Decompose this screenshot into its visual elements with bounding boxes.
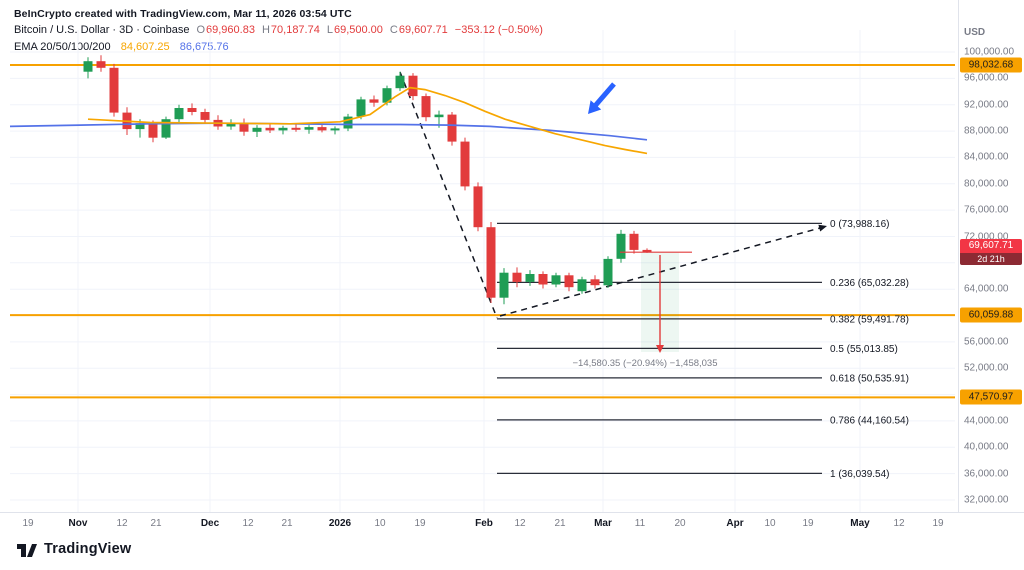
price-level-badge: 98,032.68	[960, 57, 1022, 73]
svg-text:−14,580.35 (−20.94%) −1,458,03: −14,580.35 (−20.94%) −1,458,035	[573, 358, 718, 369]
price-tick: 80,000.00	[964, 178, 1009, 190]
time-tick: 10	[374, 518, 386, 529]
time-tick: 12	[514, 518, 526, 529]
ema-slow-value: 86,675.76	[179, 41, 229, 53]
svg-text:0.5 (55,013.85): 0.5 (55,013.85)	[830, 344, 898, 355]
measure-annotation: −14,580.35 (−20.94%) −1,458,035	[573, 358, 718, 369]
ohlc-key: C	[389, 24, 398, 36]
price-tick: 92,000.00	[964, 99, 1009, 111]
price-tick: 56,000.00	[964, 336, 1009, 348]
time-tick: 19	[22, 518, 34, 529]
svg-text:0.618 (50,535.91): 0.618 (50,535.91)	[830, 373, 909, 384]
blue-arrow-drawing[interactable]	[588, 82, 616, 114]
time-tick: 21	[554, 518, 566, 529]
price-tick: 84,000.00	[964, 151, 1009, 163]
price-tick: 64,000.00	[964, 283, 1009, 295]
price-tick: 40,000.00	[964, 441, 1009, 453]
price-tick: 96,000.00	[964, 72, 1009, 84]
time-tick: 11	[634, 518, 646, 529]
ohlc-key: L	[326, 24, 333, 36]
symbol-title[interactable]: Bitcoin / U.S. Dollar · 3D · Coinbase	[14, 24, 190, 36]
price-tick: 44,000.00	[964, 415, 1009, 427]
time-axis[interactable]: 19 Nov 12 21 Dec 12 21 2026 10 19 Feb 12 21 Mar 11 20 Ap…	[0, 512, 1024, 541]
price-tick: 100,000.00	[964, 46, 1015, 58]
time-tick: Dec	[200, 518, 220, 529]
time-tick: Nov	[68, 518, 88, 529]
current-price-badge: 69,607.71 2d 21h	[960, 239, 1022, 266]
price-tick: 76,000.00	[964, 204, 1009, 216]
legend: Bitcoin / U.S. Dollar · 3D · Coinbase O69…	[14, 24, 543, 56]
ohlc-key: H	[261, 24, 270, 36]
credit-text: BeInCrypto created with TradingView.com,…	[14, 8, 352, 20]
bar-countdown: 2d 21h	[960, 253, 1022, 266]
ohlc-value: 69,607.71	[398, 24, 448, 36]
time-tick: 12	[242, 518, 254, 529]
price-tick: 36,000.00	[964, 468, 1009, 480]
price-level-badge: 60,059.88	[960, 307, 1022, 323]
horizontal-ray-lines[interactable]	[10, 64, 955, 399]
time-tick: 19	[932, 518, 944, 529]
time-tick: 12	[893, 518, 905, 529]
svg-text:0.236 (65,032.28): 0.236 (65,032.28)	[830, 278, 909, 289]
time-tick: May	[850, 518, 870, 529]
trendlines[interactable]	[399, 71, 827, 319]
svg-text:0 (73,988.16): 0 (73,988.16)	[830, 219, 890, 230]
time-tick: Apr	[726, 518, 744, 529]
ohlc-value: 69,960.83	[206, 24, 255, 36]
price-tick: 88,000.00	[964, 125, 1009, 137]
ohlc-value: 70,187.74	[270, 24, 320, 36]
svg-text:0.382 (59,491.78): 0.382 (59,491.78)	[830, 314, 909, 325]
time-tick: 19	[414, 518, 426, 529]
time-tick: Mar	[594, 518, 612, 529]
currency-label: USD	[964, 27, 986, 38]
svg-text:1 (36,039.54): 1 (36,039.54)	[830, 469, 890, 480]
time-tick: 21	[150, 518, 162, 529]
ohlc-values: O69,960.83 H70,187.74 L69,500.00 C69,607.71…	[189, 24, 542, 36]
tradingview-logo-icon	[16, 540, 38, 558]
time-tick: 12	[116, 518, 128, 529]
price-level-badge: 47,570.97	[960, 389, 1022, 405]
tradingview-logo[interactable]: TradingView	[16, 540, 131, 558]
time-tick: 10	[764, 518, 776, 529]
price-tick: 32,000.00	[964, 494, 1009, 506]
ema-lines	[9, 86, 648, 155]
time-tick: 21	[281, 518, 293, 529]
time-tick: 2026	[328, 518, 352, 529]
time-tick: Feb	[475, 518, 493, 529]
fib-retracement[interactable]: 0 (73,988.16) 0.236 (65,032.28) 0.382 (59,…	[497, 219, 909, 480]
chart-canvas[interactable]: 0 (73,988.16) 0.236 (65,032.28) 0.382 (59,…	[0, 0, 958, 512]
price-change: −353.12 (−0.50%)	[454, 24, 543, 36]
grid-lines	[10, 30, 955, 512]
ema-fast-value: 84,607.25	[120, 41, 170, 53]
candlesticks	[83, 55, 652, 305]
ema-indicator-label[interactable]: EMA 20/50/100/200	[14, 41, 111, 53]
red-drop-arrow[interactable]	[656, 255, 664, 353]
current-price-value: 69,607.71	[960, 239, 1022, 254]
price-tick: 52,000.00	[964, 362, 1009, 374]
time-tick: 20	[674, 518, 686, 529]
ohlc-key: O	[196, 24, 206, 36]
svg-text:0.786 (44,160.54): 0.786 (44,160.54)	[830, 415, 909, 426]
price-tick: 72,000.00	[964, 231, 1009, 242]
ohlc-value: 69,500.00	[333, 24, 383, 36]
tradingview-brand-text: TradingView	[44, 541, 132, 557]
price-axis[interactable]: USD 100,000.00 96,000.00 92,000.00 88,000.00…	[958, 0, 1024, 512]
time-tick: 19	[802, 518, 814, 529]
